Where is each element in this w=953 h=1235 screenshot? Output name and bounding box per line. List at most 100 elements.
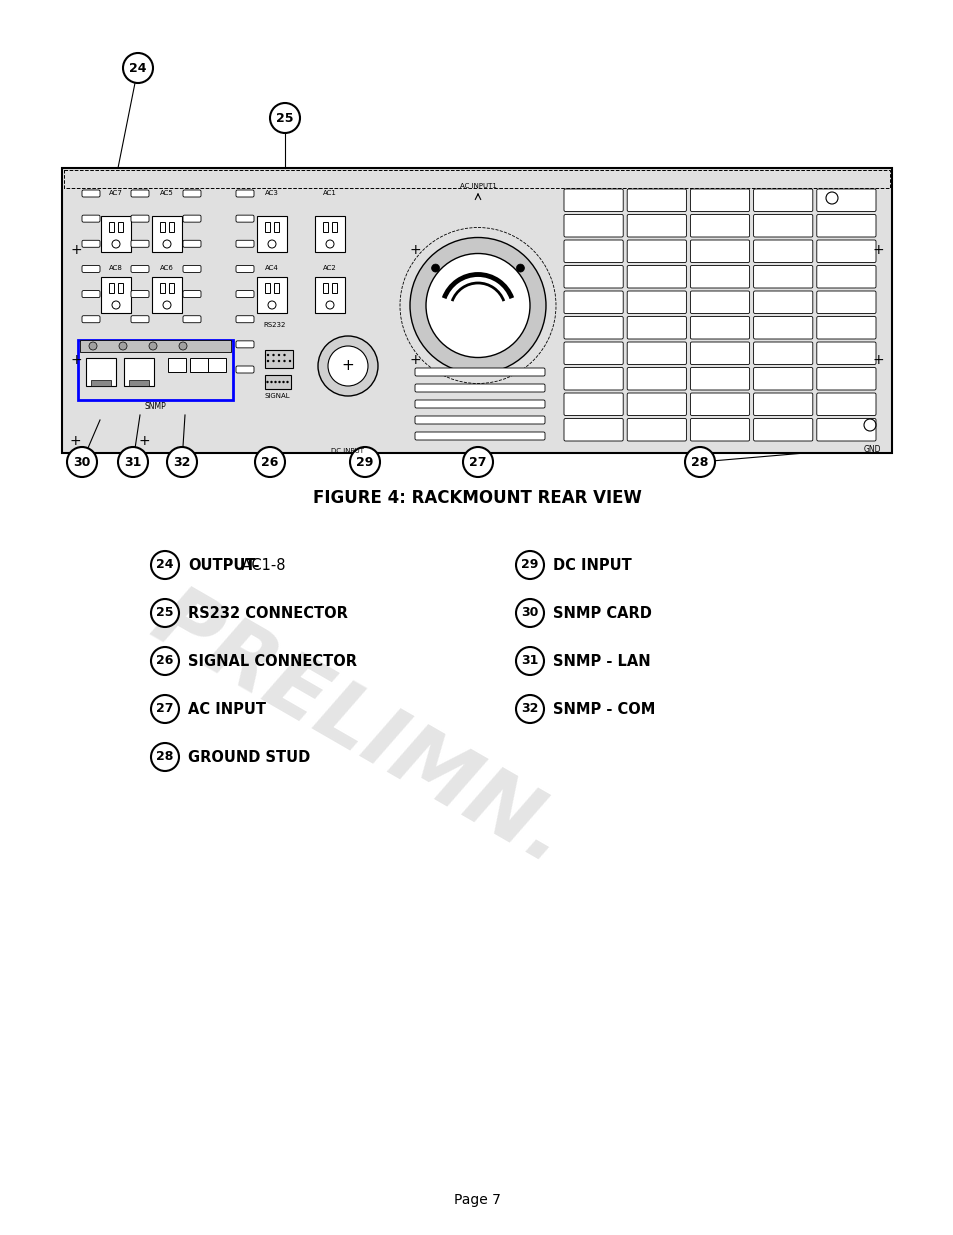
FancyBboxPatch shape: [131, 316, 149, 322]
Circle shape: [151, 695, 179, 722]
FancyBboxPatch shape: [626, 215, 685, 237]
FancyBboxPatch shape: [131, 366, 149, 373]
Bar: [169, 283, 173, 293]
FancyBboxPatch shape: [415, 400, 544, 408]
Circle shape: [516, 695, 543, 722]
FancyBboxPatch shape: [131, 215, 149, 222]
Circle shape: [151, 551, 179, 579]
Text: SIGNAL CONNECTOR: SIGNAL CONNECTOR: [188, 653, 356, 668]
Circle shape: [272, 353, 274, 356]
Text: OUTPUT-: OUTPUT-: [188, 557, 259, 573]
Text: RS232: RS232: [264, 322, 286, 329]
Circle shape: [118, 447, 148, 477]
FancyBboxPatch shape: [690, 368, 749, 390]
Circle shape: [289, 359, 291, 362]
Text: +: +: [871, 243, 882, 257]
FancyBboxPatch shape: [563, 368, 622, 390]
FancyBboxPatch shape: [753, 240, 812, 263]
Text: 32: 32: [173, 456, 191, 468]
FancyBboxPatch shape: [753, 342, 812, 364]
Circle shape: [516, 264, 524, 272]
FancyBboxPatch shape: [626, 189, 685, 211]
Circle shape: [270, 103, 299, 133]
FancyBboxPatch shape: [626, 266, 685, 288]
Bar: [169, 222, 173, 232]
FancyBboxPatch shape: [690, 266, 749, 288]
Circle shape: [516, 647, 543, 676]
Bar: [152, 216, 182, 252]
Text: AC5: AC5: [160, 190, 173, 196]
FancyBboxPatch shape: [753, 189, 812, 211]
Text: +: +: [70, 433, 81, 448]
FancyBboxPatch shape: [415, 416, 544, 424]
FancyBboxPatch shape: [816, 189, 875, 211]
Text: AC8: AC8: [109, 266, 123, 270]
FancyBboxPatch shape: [563, 393, 622, 415]
FancyBboxPatch shape: [753, 316, 812, 338]
FancyBboxPatch shape: [563, 419, 622, 441]
FancyBboxPatch shape: [235, 266, 253, 273]
Circle shape: [462, 447, 493, 477]
Circle shape: [326, 301, 334, 309]
Circle shape: [283, 353, 285, 356]
Text: 27: 27: [156, 703, 173, 715]
FancyBboxPatch shape: [753, 393, 812, 415]
FancyBboxPatch shape: [82, 215, 100, 222]
Text: DC INPUT: DC INPUT: [553, 557, 631, 573]
FancyBboxPatch shape: [563, 316, 622, 338]
Circle shape: [151, 647, 179, 676]
Circle shape: [274, 380, 276, 383]
Text: SNMP - LAN: SNMP - LAN: [553, 653, 650, 668]
Circle shape: [267, 359, 269, 362]
FancyBboxPatch shape: [235, 366, 253, 373]
Circle shape: [119, 342, 127, 350]
FancyBboxPatch shape: [131, 341, 149, 348]
FancyBboxPatch shape: [131, 241, 149, 247]
FancyBboxPatch shape: [563, 266, 622, 288]
Circle shape: [67, 447, 97, 477]
Bar: [265, 283, 270, 293]
FancyBboxPatch shape: [753, 291, 812, 314]
Text: 30: 30: [520, 606, 538, 620]
Bar: [274, 222, 278, 232]
Bar: [265, 222, 270, 232]
Bar: [80, 340, 231, 352]
Circle shape: [426, 253, 530, 357]
Bar: [118, 222, 123, 232]
Text: +: +: [409, 243, 420, 257]
Circle shape: [266, 380, 269, 383]
Text: +: +: [71, 353, 82, 367]
FancyBboxPatch shape: [816, 419, 875, 441]
FancyBboxPatch shape: [131, 266, 149, 273]
FancyBboxPatch shape: [183, 215, 201, 222]
Circle shape: [151, 743, 179, 771]
Text: GROUND STUD: GROUND STUD: [188, 750, 310, 764]
Text: AC INPUT: AC INPUT: [188, 701, 266, 716]
FancyBboxPatch shape: [626, 342, 685, 364]
Circle shape: [270, 380, 273, 383]
FancyBboxPatch shape: [690, 393, 749, 415]
FancyBboxPatch shape: [816, 316, 875, 338]
FancyBboxPatch shape: [183, 366, 201, 373]
Text: FIGURE 4: RACKMOUNT REAR VIEW: FIGURE 4: RACKMOUNT REAR VIEW: [313, 489, 640, 508]
Text: +: +: [871, 353, 882, 367]
FancyBboxPatch shape: [415, 368, 544, 375]
Circle shape: [282, 380, 284, 383]
Bar: [265, 350, 293, 368]
Circle shape: [431, 264, 439, 272]
Bar: [160, 222, 165, 232]
FancyBboxPatch shape: [183, 316, 201, 322]
Circle shape: [268, 240, 275, 248]
FancyBboxPatch shape: [235, 241, 253, 247]
Circle shape: [277, 353, 280, 356]
FancyBboxPatch shape: [753, 419, 812, 441]
Bar: [101, 216, 131, 252]
FancyBboxPatch shape: [183, 190, 201, 198]
Text: 31: 31: [520, 655, 538, 667]
Bar: [129, 380, 149, 387]
Text: 29: 29: [520, 558, 538, 572]
FancyBboxPatch shape: [753, 368, 812, 390]
FancyBboxPatch shape: [82, 190, 100, 198]
FancyBboxPatch shape: [82, 341, 100, 348]
FancyBboxPatch shape: [131, 190, 149, 198]
